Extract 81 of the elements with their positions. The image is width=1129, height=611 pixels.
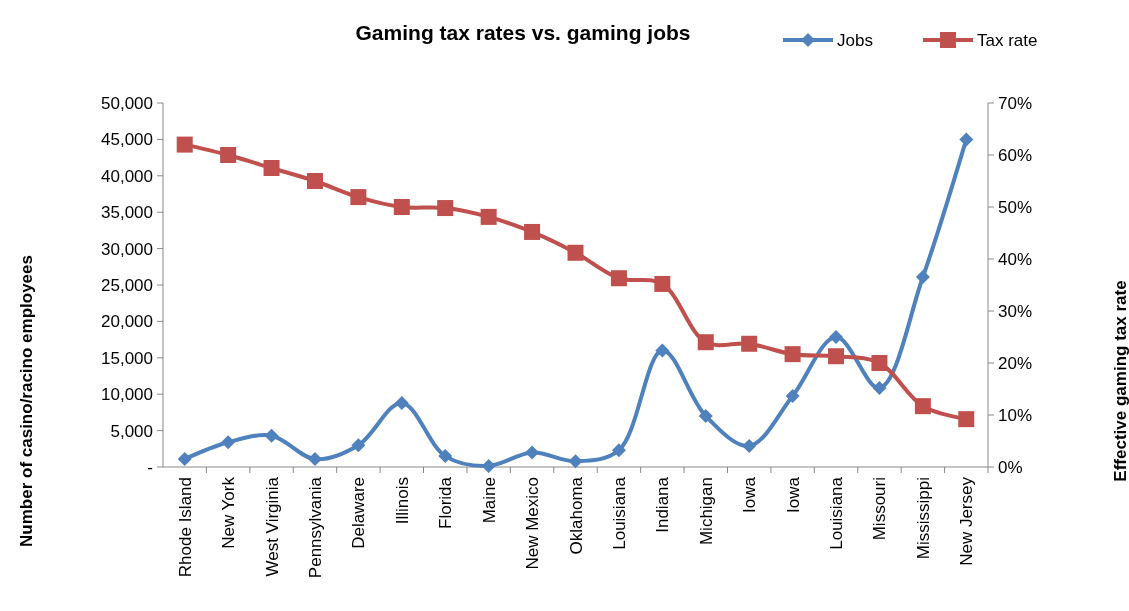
- x-tick-label: Illinois: [392, 477, 412, 525]
- point: [568, 454, 583, 469]
- point: [785, 389, 800, 404]
- x-tick-label: New Jersey: [957, 476, 977, 566]
- y-tick-label: 20,000: [101, 312, 153, 332]
- point: [393, 199, 410, 215]
- point: [871, 355, 888, 371]
- point: [264, 428, 279, 443]
- point: [610, 270, 627, 287]
- y-tick-label: 35,000: [101, 203, 153, 223]
- x-tick-label: Florida: [436, 476, 456, 529]
- x-tick-label: Rhode Island: [175, 477, 195, 578]
- point: [524, 223, 541, 240]
- y-axis-title: Number of casino/racino employees: [17, 255, 36, 547]
- point: [655, 343, 670, 358]
- y2-tick-label: 0%: [998, 457, 1023, 477]
- x-tick-label: Missouri: [870, 477, 890, 541]
- point: [915, 269, 930, 284]
- point: [611, 443, 626, 458]
- x-tick-label: Louisiana: [609, 476, 629, 550]
- y2-tick-label: 20%: [998, 353, 1033, 373]
- point: [480, 208, 497, 225]
- y2-tick-label: 40%: [998, 249, 1033, 269]
- point: [742, 438, 757, 453]
- x-tick-label: Maine: [479, 477, 499, 524]
- x-tick-label: Mississippi: [913, 477, 933, 560]
- x-tick-label: New Mexico: [523, 477, 543, 570]
- point: [741, 335, 758, 352]
- x-tick-label: West Virginia: [262, 476, 282, 577]
- y2-tick-label: 10%: [998, 405, 1033, 425]
- y-tick-label: 40,000: [101, 166, 153, 186]
- point: [350, 189, 367, 206]
- point: [263, 160, 280, 176]
- y2-axis-title: Effective gaming tax rate: [1111, 280, 1129, 482]
- y2-tick-label: 30%: [998, 301, 1033, 321]
- legend-label: Jobs: [837, 30, 873, 50]
- point: [220, 147, 237, 163]
- point: [177, 451, 192, 466]
- point: [394, 395, 409, 410]
- point: [176, 136, 193, 153]
- y-tick-label: 25,000: [101, 275, 153, 295]
- y-tick-label: 50,000: [101, 93, 153, 113]
- point: [351, 438, 366, 453]
- point: [698, 409, 713, 424]
- point: [914, 398, 931, 415]
- point: [828, 348, 845, 365]
- y-tick-label: 45,000: [101, 130, 153, 150]
- y-tick-label: 15,000: [101, 348, 153, 368]
- x-tick-label: New York: [219, 476, 239, 549]
- point: [829, 330, 844, 345]
- x-tick-label: Indiana: [653, 476, 673, 533]
- x-tick-label: Oklahoma: [566, 476, 586, 555]
- point: [697, 334, 714, 351]
- y-tick-label: -: [147, 457, 153, 477]
- point: [872, 381, 887, 396]
- point: [438, 449, 453, 464]
- point: [959, 132, 974, 147]
- x-tick-label: Iowa: [740, 476, 760, 513]
- y-tick-label: 5,000: [110, 421, 153, 441]
- point: [567, 244, 584, 261]
- point: [784, 346, 801, 363]
- point: [306, 173, 323, 189]
- x-tick-label: Michigan: [696, 477, 716, 546]
- y-tick-label: 10,000: [101, 385, 153, 405]
- x-tick-label: Louisiana: [827, 476, 847, 550]
- point: [654, 275, 671, 292]
- point: [437, 200, 454, 217]
- x-tick-label: Iowa: [783, 476, 803, 513]
- y2-tick-label: 60%: [998, 145, 1033, 165]
- point: [221, 435, 236, 450]
- point: [525, 445, 540, 460]
- point: [958, 411, 975, 428]
- y2-tick-label: 50%: [998, 197, 1033, 217]
- x-tick-label: Delaware: [349, 477, 369, 549]
- x-tick-label: Pennsylvania: [305, 476, 325, 579]
- y2-tick-label: 70%: [998, 93, 1033, 113]
- point: [307, 451, 322, 466]
- chart-title: Gaming tax rates vs. gaming jobs: [355, 21, 691, 44]
- point: [481, 458, 496, 473]
- legend-label: Tax rate: [977, 30, 1038, 50]
- y-tick-label: 30,000: [101, 239, 153, 259]
